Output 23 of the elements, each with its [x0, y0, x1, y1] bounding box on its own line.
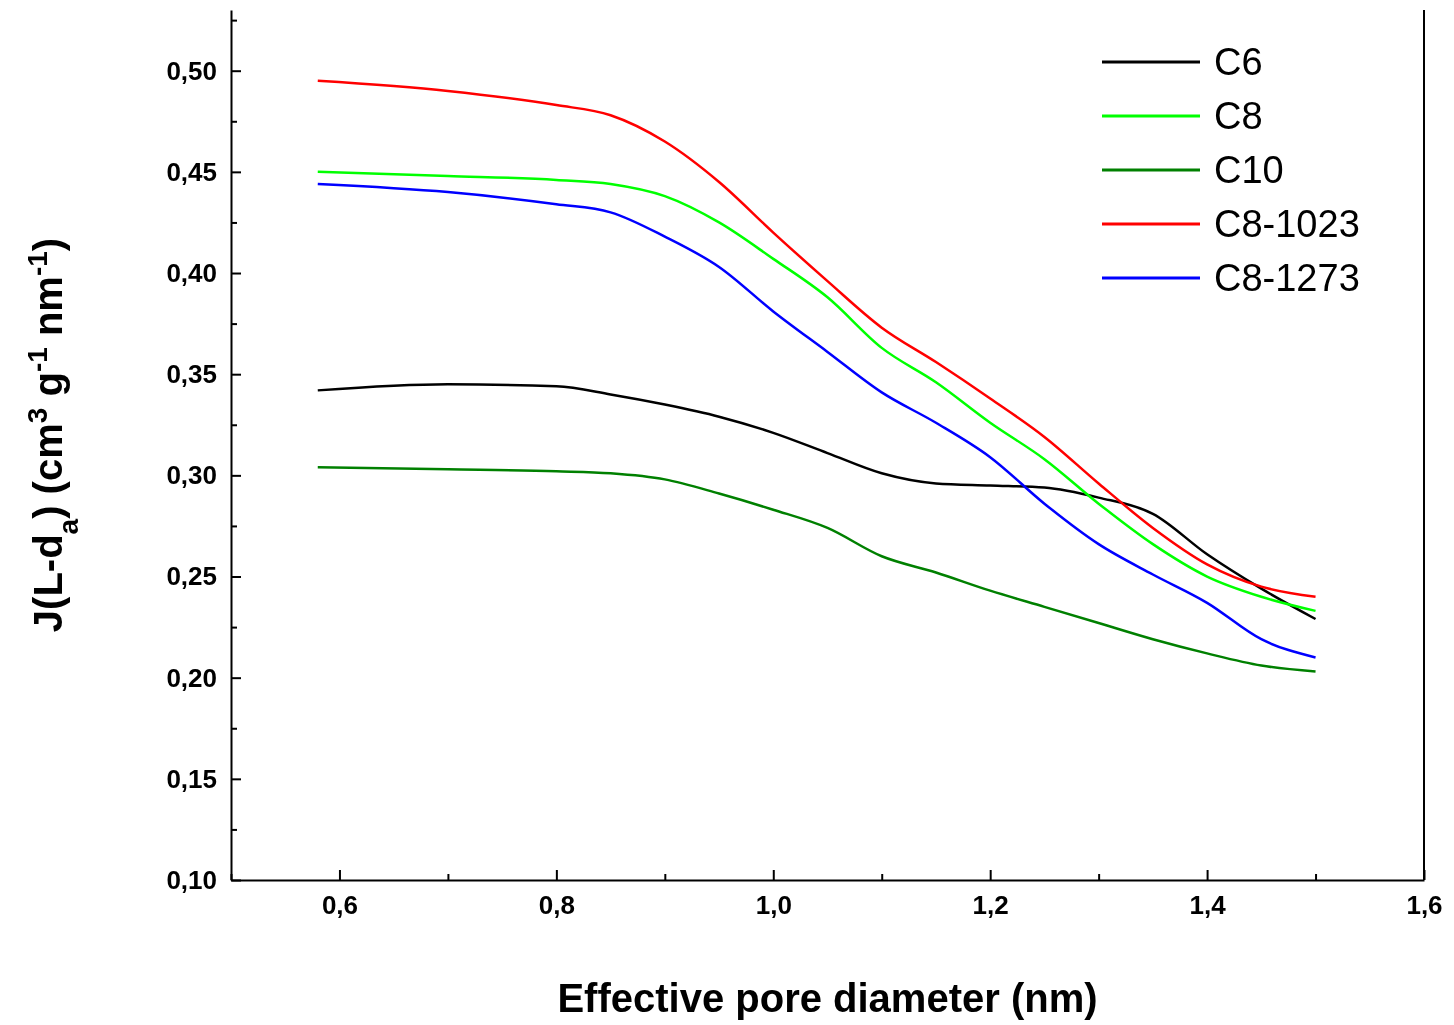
y-tick-label: 0,25: [166, 561, 217, 592]
legend-label: C8-1273: [1214, 257, 1360, 299]
y-tick-label: 0,45: [166, 156, 217, 187]
y-tick-label: 0,40: [166, 257, 217, 288]
line-series: [316, 466, 1317, 673]
line-series: [316, 383, 1317, 621]
y-tick-label: 0,35: [166, 359, 217, 390]
legend-label: C8-1023: [1214, 203, 1360, 245]
x-tick-label: 1,2: [972, 890, 1009, 921]
legend-label: C8: [1214, 95, 1263, 137]
legend-label: C6: [1214, 41, 1263, 83]
y-tick-label: 0,30: [166, 460, 217, 491]
x-tick-label: 1,4: [1189, 890, 1227, 921]
x-tick-label: 0,6: [321, 890, 359, 921]
x-tick-label: 0,8: [538, 890, 575, 921]
y-tick-label: 0,20: [166, 662, 217, 693]
x-tick-label: 1,6: [1406, 890, 1443, 921]
y-tick-label: 0,50: [166, 55, 217, 86]
x-axis-title: Effective pore diameter (nm): [557, 976, 1098, 1020]
legend-label: C10: [1214, 149, 1284, 191]
x-tick-label: 1,0: [755, 890, 792, 921]
y-tick-label: 0,15: [166, 763, 217, 794]
y-tick-label: 0,10: [166, 864, 217, 895]
